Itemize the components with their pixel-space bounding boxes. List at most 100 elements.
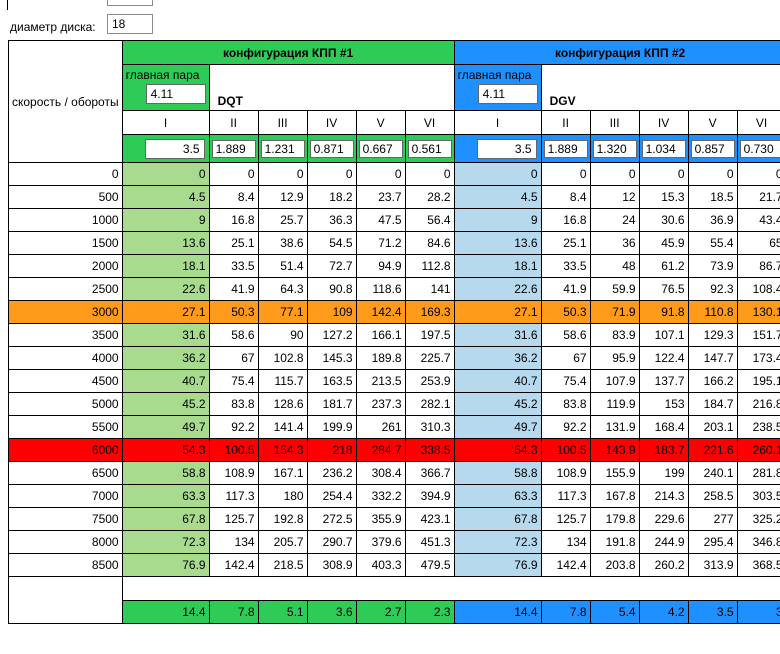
speed-cell: 18.1 <box>121 254 210 278</box>
speed-cell: 16.8 <box>540 208 591 232</box>
speed-cell: 25.1 <box>208 231 259 255</box>
config1-main-pair-input[interactable]: 4.11 <box>145 84 206 104</box>
speed-cell: 45.9 <box>638 231 689 255</box>
config1-gear-6-ratio-input[interactable]: 0.561 <box>407 139 452 158</box>
table-row: 7000 63.3 117.3 180 254.4 332.2 394.9 63.3 117.3… <box>8 484 780 508</box>
speed-cell: 145.3 <box>306 346 357 370</box>
speed-cell: 153 <box>638 392 689 416</box>
speed-cell: 479.5 <box>404 553 455 577</box>
speed-cell: 167.1 <box>257 461 308 485</box>
speed-cell: 216.8 <box>736 392 780 416</box>
speed-cell: 155.9 <box>589 461 640 485</box>
speed-cell: 134 <box>208 530 259 554</box>
speed-cell: 41.9 <box>208 277 259 301</box>
spacer-row <box>8 576 780 624</box>
speed-cell: 33.5 <box>208 254 259 278</box>
speed-cell: 76.5 <box>638 277 689 301</box>
gear-label-2: II <box>540 110 591 135</box>
speed-cell: 59.9 <box>589 277 640 301</box>
speed-cell: 203.1 <box>687 415 738 439</box>
speed-cell: 118.6 <box>355 277 406 301</box>
speed-cell: 254.4 <box>306 484 357 508</box>
gear-label-4: IV <box>638 110 689 135</box>
speed-cell: 0 <box>687 162 738 186</box>
speed-cell: 131.9 <box>589 415 640 439</box>
main-pair-label: главная пара <box>125 68 200 82</box>
speed-cell: 281.8 <box>736 461 780 485</box>
speed-cell: 72.3 <box>453 530 542 554</box>
speed-cell: 272.5 <box>306 507 357 531</box>
speed-cell: 72.3 <box>121 530 210 554</box>
footer-cell: 14.4 <box>453 600 542 624</box>
speed-cell: 181.7 <box>306 392 357 416</box>
rpm-cell: 4000 <box>8 346 123 370</box>
gear-speed-table: скорость / обороты конфигурация КПП #1 к… <box>8 40 780 624</box>
config2-title: конфигурация КПП #2 <box>453 40 780 65</box>
speed-cell: 199.9 <box>306 415 357 439</box>
speed-cell: 366.7 <box>404 461 455 485</box>
speed-cell: 76.9 <box>121 553 210 577</box>
speed-cell: 13.6 <box>121 231 210 255</box>
speed-cell: 179.8 <box>589 507 640 531</box>
config1-gear-1-ratio-input[interactable]: 3.5 <box>144 138 205 159</box>
footer-cell: 4.2 <box>638 600 689 624</box>
config1-gear-2-ratio-input[interactable]: 1.889 <box>211 139 256 158</box>
speed-cell: 84.6 <box>404 231 455 255</box>
config2-gear-4-ratio-input[interactable]: 1.034 <box>641 139 686 158</box>
speed-cell: 142.4 <box>208 553 259 577</box>
gear-label-6: VI <box>404 110 455 135</box>
config1-gear-3-ratio-input[interactable]: 1.231 <box>260 139 305 158</box>
speed-cell: 142.4 <box>355 300 406 324</box>
speed-cell: 8.4 <box>540 185 591 209</box>
config2-main-pair-cell: главная пара 4.11 <box>453 64 542 111</box>
speed-cell: 41.9 <box>540 277 591 301</box>
speed-cell: 25.7 <box>257 208 308 232</box>
rpm-cell: 3000 <box>8 300 123 324</box>
speed-cell: 199 <box>638 461 689 485</box>
speed-cell: 15.3 <box>638 185 689 209</box>
speed-cell: 92.2 <box>540 415 591 439</box>
config1-gear-5-ratio-input[interactable]: 0.667 <box>358 139 403 158</box>
speed-cell: 21.7 <box>736 185 780 209</box>
table-row: 500 4.5 8.4 12.9 18.2 23.7 28.2 4.5 8.4 12 15.3 18.… <box>8 185 780 209</box>
speed-cell: 58.6 <box>208 323 259 347</box>
config1-gear-4-ratio-input[interactable]: 0.871 <box>309 139 354 158</box>
config2-main-pair-input[interactable]: 4.11 <box>477 84 538 104</box>
speed-cell: 166.1 <box>355 323 406 347</box>
speed-cell: 83.8 <box>540 392 591 416</box>
speed-cell: 180 <box>257 484 308 508</box>
table-row: 2000 18.1 33.5 51.4 72.7 94.9 112.8 18.1 33.5 48 6… <box>8 254 780 278</box>
config1-name: DQT <box>208 64 455 111</box>
speed-cell: 55.4 <box>687 231 738 255</box>
speed-cell: 31.6 <box>121 323 210 347</box>
speed-cell: 94.9 <box>355 254 406 278</box>
speed-cell: 163.5 <box>306 369 357 393</box>
speed-cell: 30.6 <box>638 208 689 232</box>
config2-gear-3-ratio-input[interactable]: 1.320 <box>592 139 637 158</box>
config2-gear-1-ratio-input[interactable]: 3.5 <box>476 138 537 159</box>
speed-cell: 102.8 <box>257 346 308 370</box>
row-label-header: скорость / обороты <box>8 40 123 163</box>
config2-gear-6-ratio-input[interactable]: 0.730 <box>739 139 780 158</box>
config2-gear-5-ratio-input[interactable]: 0.857 <box>690 139 735 158</box>
speed-cell: 313.9 <box>687 553 738 577</box>
disk-diameter-input[interactable]: 18 <box>107 14 153 34</box>
speed-cell: 173.4 <box>736 346 780 370</box>
footer-cell: 5.1 <box>257 600 308 624</box>
rpm-cell: 3500 <box>8 323 123 347</box>
speed-cell: 240.1 <box>687 461 738 485</box>
speed-cell: 260.2 <box>638 553 689 577</box>
speed-cell: 134 <box>540 530 591 554</box>
speed-cell: 9 <box>121 208 210 232</box>
rpm-cell: 7500 <box>8 507 123 531</box>
hidden-param-input[interactable] <box>107 0 153 6</box>
config2-gear-2-ratio-input[interactable]: 1.889 <box>543 139 588 158</box>
rpm-cell: 0 <box>8 162 123 186</box>
speed-cell: 403.3 <box>355 553 406 577</box>
speed-cell: 54.3 <box>453 438 542 462</box>
table-row: 5500 49.7 92.2 141.4 199.9 261 310.3 49.7 92.2 13… <box>8 415 780 439</box>
speed-cell: 238.5 <box>736 415 780 439</box>
speed-cell: 125.7 <box>540 507 591 531</box>
speed-cell: 338.5 <box>404 438 455 462</box>
speed-cell: 36 <box>589 231 640 255</box>
